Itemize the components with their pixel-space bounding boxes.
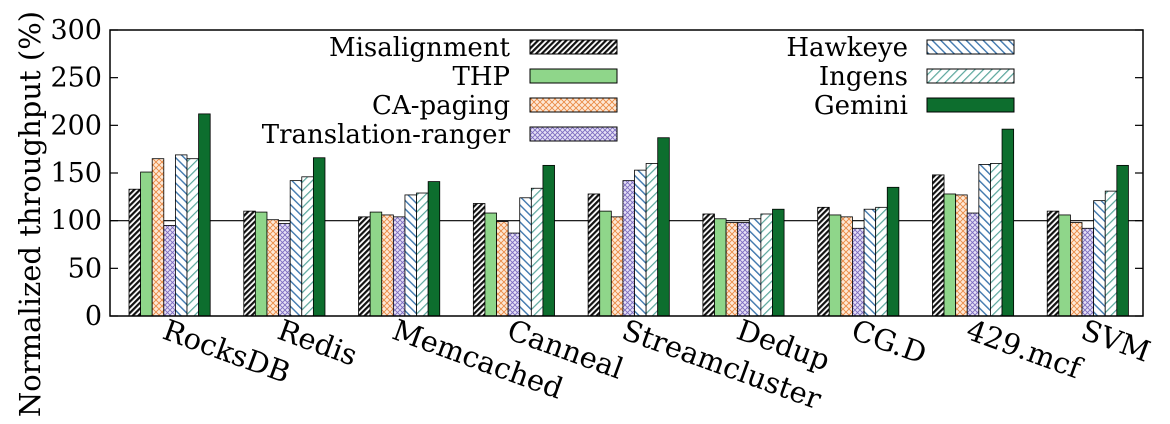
bar-gemini-svm — [1116, 164, 1129, 317]
bar-thp-429-mcf — [943, 193, 957, 317]
y-axis-label: Normalized throughput (%) — [13, 11, 47, 417]
bar-translation-ranger-rocksdb — [163, 225, 176, 317]
y-tick-label: 300 — [50, 15, 102, 46]
legend-swatch — [529, 126, 618, 142]
y-tick-label: 250 — [50, 63, 102, 94]
bar-translation-ranger-redis — [278, 223, 291, 317]
bar-misalignment-dedup — [702, 213, 715, 317]
legend-label: Translation-ranger — [262, 120, 511, 150]
bar-gemini-canneal — [542, 164, 555, 317]
legend-label: Gemini — [814, 91, 908, 121]
bar-ingens-memcached — [416, 192, 429, 317]
bar-gemini-dedup — [772, 208, 785, 317]
x-category-label: CG.D — [847, 313, 931, 371]
bar-gemini-memcached — [427, 181, 441, 317]
bar-ingens-svm — [1104, 190, 1118, 317]
y-tick-label: 100 — [50, 206, 102, 237]
bar-ingens-rocksdb — [186, 158, 200, 317]
bar-hawkeye-dedup — [748, 218, 762, 317]
bars-layer — [128, 113, 1129, 317]
bar-ingens-cg-d — [875, 206, 888, 317]
bar-thp-svm — [1058, 214, 1071, 317]
legend-label: Hawkeye — [786, 33, 908, 63]
bar-misalignment-cg-d — [817, 206, 830, 317]
bar-ca-paging-streamcluster — [610, 216, 624, 317]
legend-label: Misalignment — [329, 33, 511, 63]
y-tick-label: 50 — [68, 253, 102, 284]
bar-thp-cg-d — [828, 214, 842, 317]
bar-misalignment-rocksdb — [128, 188, 142, 317]
bar-hawkeye-svm — [1093, 200, 1106, 317]
legend-swatch — [529, 68, 618, 84]
bar-translation-ranger-canneal — [507, 232, 521, 317]
bar-gemini-streamcluster — [657, 137, 670, 317]
legend-label: THP — [452, 62, 510, 92]
bar-ingens-redis — [301, 176, 314, 317]
bar-ca-paging-rocksdb — [151, 158, 165, 317]
bar-hawkeye-streamcluster — [634, 169, 647, 317]
bar-thp-rocksdb — [140, 171, 153, 317]
bar-misalignment-429-mcf — [932, 174, 945, 317]
bar-ca-paging-memcached — [381, 214, 394, 317]
bar-hawkeye-redis — [289, 180, 303, 317]
bar-ca-paging-redis — [266, 219, 279, 317]
bar-translation-ranger-streamcluster — [622, 180, 635, 317]
bar-gemini-rocksdb — [198, 113, 211, 317]
bar-thp-redis — [254, 211, 268, 317]
bar-translation-ranger-memcached — [392, 216, 406, 317]
bar-ingens-dedup — [760, 213, 773, 317]
bar-hawkeye-cg-d — [863, 208, 877, 317]
legend-swatch — [529, 39, 618, 55]
bar-gemini-429-mcf — [1001, 128, 1015, 317]
bar-ca-paging-429-mcf — [955, 194, 968, 317]
bar-translation-ranger-svm — [1081, 227, 1095, 317]
bar-hawkeye-429-mcf — [978, 164, 991, 317]
bar-misalignment-canneal — [472, 203, 486, 317]
bar-misalignment-memcached — [358, 216, 371, 317]
x-category-label: RocksDB — [159, 313, 295, 390]
bar-ca-paging-canneal — [496, 221, 509, 317]
legend-swatch — [926, 39, 1015, 55]
bar-hawkeye-canneal — [519, 197, 532, 317]
y-tick-label: 150 — [50, 158, 102, 189]
bar-ingens-streamcluster — [645, 163, 659, 317]
bar-translation-ranger-429-mcf — [966, 212, 980, 317]
bar-gemini-redis — [312, 157, 326, 317]
bar-thp-streamcluster — [599, 210, 612, 317]
legend-swatch — [529, 97, 618, 113]
bar-thp-dedup — [714, 218, 727, 317]
y-tick-label: 200 — [50, 110, 102, 141]
bar-ca-paging-svm — [1070, 222, 1083, 317]
bar-hawkeye-rocksdb — [174, 154, 188, 317]
y-tick-label: 0 — [85, 301, 102, 332]
legend-label: Ingens — [819, 62, 908, 92]
legend-label: CA-paging — [372, 91, 510, 121]
bar-ingens-429-mcf — [990, 163, 1003, 317]
bar-ca-paging-cg-d — [840, 216, 853, 317]
bar-misalignment-redis — [243, 210, 256, 317]
bar-thp-canneal — [484, 212, 497, 317]
bar-translation-ranger-cg-d — [852, 227, 865, 317]
legend: MisalignmentTHPCA-pagingTranslation-rang… — [262, 33, 1015, 150]
bar-misalignment-streamcluster — [587, 193, 601, 317]
bar-ca-paging-dedup — [725, 222, 739, 317]
bar-hawkeye-memcached — [404, 194, 417, 317]
bar-ingens-canneal — [530, 187, 544, 317]
bar-thp-memcached — [369, 211, 383, 317]
bar-gemini-cg-d — [886, 186, 900, 317]
bar-misalignment-svm — [1046, 210, 1060, 317]
bar-translation-ranger-dedup — [737, 222, 750, 317]
legend-swatch — [926, 97, 1015, 113]
x-category-label: SVM — [1077, 313, 1155, 369]
legend-swatch — [926, 68, 1015, 84]
x-category-label: 429.mcf — [962, 313, 1088, 386]
